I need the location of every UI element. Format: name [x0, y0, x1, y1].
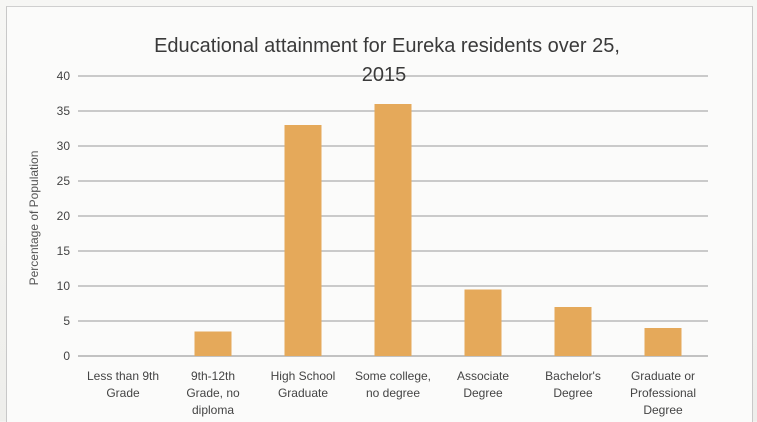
category-label: Some college, no degree [355, 369, 431, 400]
category-label: Graduate or Professional Degree [630, 369, 696, 417]
y-tick-label: 10 [57, 279, 71, 293]
y-tick-label: 0 [63, 349, 70, 363]
category-label: 9th-12th Grade, no diploma [186, 369, 240, 417]
y-tick-label: 20 [57, 209, 71, 223]
category-label: Associate Degree [457, 369, 509, 400]
bar [374, 104, 412, 356]
y-tick-label: 30 [57, 139, 71, 153]
y-tick-label: 25 [57, 174, 71, 188]
y-axis-label: Percentage of Population [27, 151, 41, 286]
bar [284, 125, 322, 356]
bar [464, 289, 502, 356]
bars [194, 104, 682, 356]
y-tick-label: 40 [57, 69, 71, 83]
category-label: Bachelor's Degree [545, 369, 601, 400]
category-label: Less than 9th Grade [87, 369, 159, 400]
y-tick-label: 5 [63, 314, 70, 328]
chart-title-line-1: Educational attainment for Eureka reside… [154, 35, 620, 57]
y-tick-label: 35 [57, 104, 71, 118]
bar [644, 328, 682, 356]
bar [554, 307, 592, 356]
bar [194, 331, 232, 356]
chart-title-line-2: 2015 [362, 64, 407, 86]
category-label: High School Graduate [271, 369, 336, 400]
category-labels: Less than 9th Grade 9th-12th Grade, no diplo… [87, 369, 696, 417]
y-tick-label: 15 [57, 244, 71, 258]
y-tick-labels: 0 5 10 15 20 25 30 35 40 [57, 69, 71, 363]
